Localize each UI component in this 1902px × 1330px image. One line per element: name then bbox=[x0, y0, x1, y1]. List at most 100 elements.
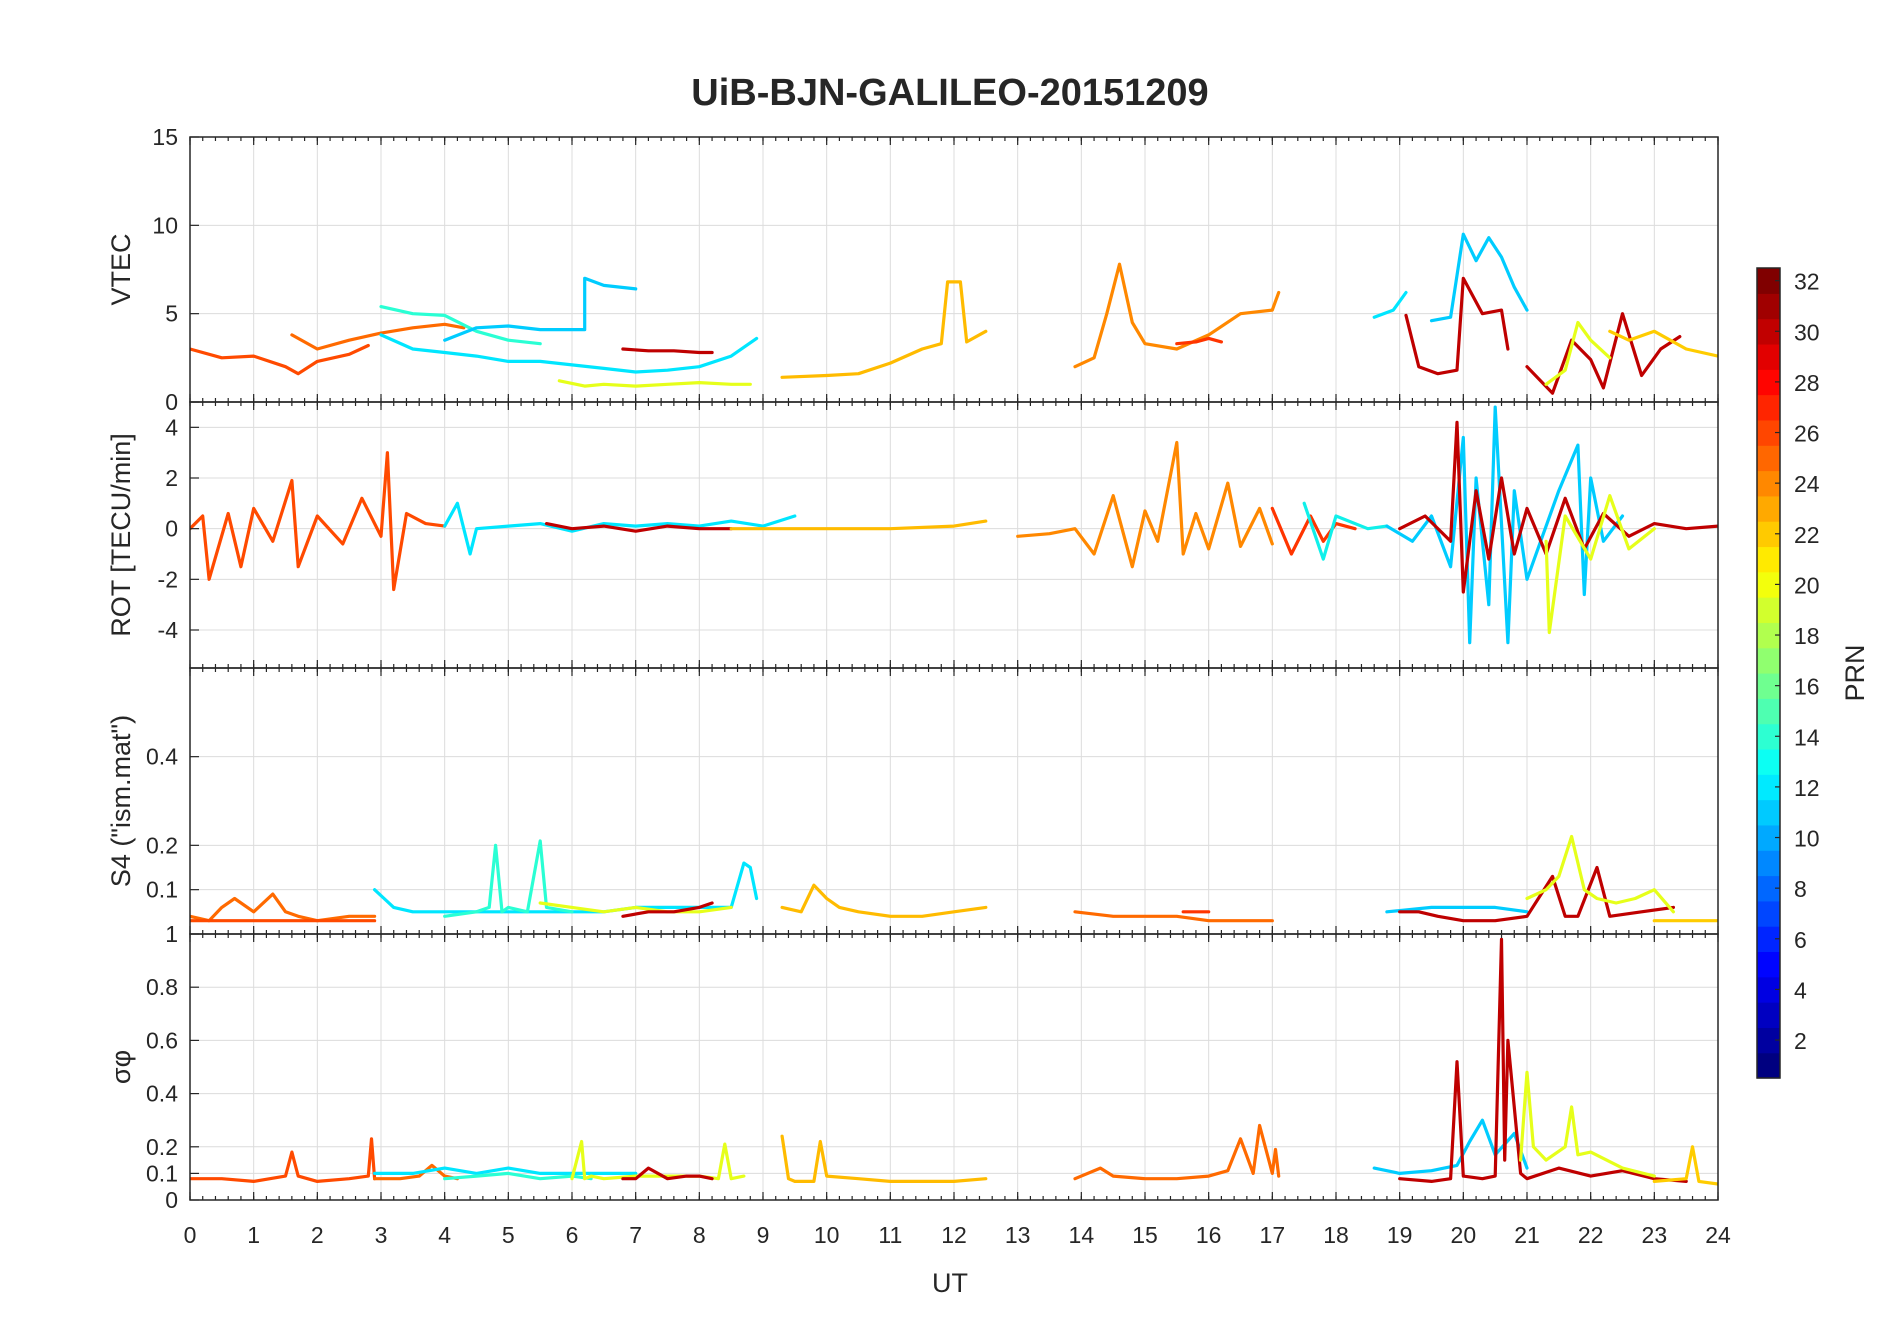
colorbar-tick-label: 4 bbox=[1794, 977, 1807, 1003]
y-tick-label: -4 bbox=[158, 617, 179, 643]
x-tick-label: 1 bbox=[247, 1222, 260, 1248]
series-prn-11 bbox=[1385, 405, 1625, 645]
colorbar-swatch bbox=[1757, 521, 1780, 548]
series-prn-21 bbox=[1608, 329, 1718, 358]
colorbar-swatch bbox=[1757, 495, 1780, 522]
colorbar-tick-label: 2 bbox=[1794, 1028, 1807, 1054]
colorbar-swatch bbox=[1757, 293, 1780, 320]
y-tick-label: 0 bbox=[165, 1187, 178, 1213]
y-tick-label: 0 bbox=[165, 516, 178, 542]
colorbar-tick-label: 12 bbox=[1794, 775, 1820, 801]
x-tick-label: 4 bbox=[438, 1222, 451, 1248]
colorbar-swatch bbox=[1757, 622, 1780, 649]
colorbar-tick-label: 30 bbox=[1794, 319, 1820, 345]
series-prn-12 bbox=[379, 333, 759, 374]
colorbar-swatch bbox=[1757, 419, 1780, 446]
series-prn-26 bbox=[1175, 336, 1224, 346]
colorbar-swatch bbox=[1757, 824, 1780, 851]
x-tick-label: 15 bbox=[1132, 1222, 1158, 1248]
x-tick-label: 18 bbox=[1323, 1222, 1349, 1248]
y-tick-label: 0.1 bbox=[146, 877, 178, 903]
series-prn-24 bbox=[290, 322, 466, 351]
series-prn-19 bbox=[570, 1139, 746, 1181]
y-tick-label: 0.1 bbox=[146, 1160, 178, 1186]
y-tick-label: -2 bbox=[158, 566, 178, 592]
series-prn-31 bbox=[621, 347, 714, 355]
panel-1: 0 5 10 15 VTEC bbox=[106, 124, 1719, 415]
x-tick-label: 3 bbox=[375, 1222, 388, 1248]
y-tick-label: 4 bbox=[165, 414, 178, 440]
series-prn-31 bbox=[544, 521, 733, 533]
colorbar-swatch bbox=[1757, 647, 1780, 674]
x-tick-label: 22 bbox=[1578, 1222, 1604, 1248]
y-tick-label: 10 bbox=[152, 212, 178, 238]
series-prn-11 bbox=[1372, 1118, 1529, 1176]
series-prn-21 bbox=[1652, 1145, 1718, 1186]
x-tick-label: 2 bbox=[311, 1222, 324, 1248]
series-prn-19 bbox=[1525, 834, 1676, 914]
series-prn-11 bbox=[1385, 905, 1529, 914]
colorbar-swatch bbox=[1757, 774, 1780, 801]
y-tick-label: 0.4 bbox=[146, 744, 178, 770]
colorbar-tick-label: 22 bbox=[1794, 522, 1820, 548]
series-prn-14 bbox=[443, 839, 574, 918]
x-tick-label: 9 bbox=[757, 1222, 770, 1248]
series-prn-24 bbox=[1073, 1123, 1281, 1181]
y-tick-label: 0.2 bbox=[146, 1134, 178, 1160]
series-group bbox=[190, 937, 1718, 1186]
x-axis-label: UT bbox=[932, 1268, 968, 1298]
series-prn-19 bbox=[538, 901, 733, 914]
x-tick-label: 21 bbox=[1514, 1222, 1540, 1248]
colorbar-swatch bbox=[1757, 546, 1780, 573]
y-tick-label: 5 bbox=[165, 301, 178, 327]
colorbar-swatch bbox=[1757, 1002, 1780, 1028]
y-tick-label: 0.4 bbox=[146, 1081, 178, 1107]
series-prn-31 bbox=[1398, 937, 1688, 1184]
colorbar-swatch bbox=[1757, 268, 1780, 294]
colorbar-swatch bbox=[1757, 926, 1780, 953]
x-tick-label: 14 bbox=[1069, 1222, 1095, 1248]
series-prn-31 bbox=[1398, 420, 1718, 594]
colorbar-swatch bbox=[1757, 394, 1780, 421]
series-prn-12 bbox=[373, 861, 759, 914]
series-group bbox=[190, 405, 1718, 645]
y-axis-label: VTEC bbox=[106, 233, 136, 305]
series-prn-14 bbox=[443, 1171, 593, 1181]
colorbar-swatch bbox=[1757, 748, 1780, 775]
colorbar-tick-label: 16 bbox=[1794, 674, 1820, 700]
colorbar-tick-label: 20 bbox=[1794, 572, 1820, 598]
x-tick-label: 24 bbox=[1705, 1222, 1731, 1248]
x-tick-label: 5 bbox=[502, 1222, 515, 1248]
series-prn-19 bbox=[557, 379, 752, 388]
series-prn-12 bbox=[1372, 290, 1408, 319]
series-prn-23 bbox=[1073, 262, 1281, 369]
y-tick-label: 0.2 bbox=[146, 832, 178, 858]
x-tick-label: 8 bbox=[693, 1222, 706, 1248]
y-tick-label: 2 bbox=[165, 465, 178, 491]
series-prn-31 bbox=[1404, 276, 1510, 376]
x-tick-label: 13 bbox=[1005, 1222, 1031, 1248]
colorbar-label: PRN bbox=[1840, 644, 1870, 701]
colorbar-swatch bbox=[1757, 369, 1780, 396]
y-tick-label: 0 bbox=[165, 389, 178, 415]
colorbar-tick-label: 8 bbox=[1794, 876, 1807, 902]
x-tick-label: 11 bbox=[878, 1222, 902, 1248]
colorbar-swatch bbox=[1757, 951, 1780, 978]
colorbar-swatch bbox=[1757, 799, 1780, 826]
series-prn-14 bbox=[379, 305, 542, 346]
series-prn-31 bbox=[1398, 865, 1676, 923]
series-prn-19 bbox=[1544, 494, 1656, 635]
colorbar-tick-label: 10 bbox=[1794, 826, 1820, 852]
x-tick-label: 17 bbox=[1260, 1222, 1286, 1248]
colorbar-swatch bbox=[1757, 900, 1780, 927]
chart-title: UiB-BJN-GALILEO-20151209 bbox=[691, 72, 1208, 114]
series-prn-31 bbox=[621, 1166, 714, 1181]
series-prn-13 bbox=[1302, 501, 1389, 561]
colorbar-swatch bbox=[1757, 1027, 1780, 1054]
colorbar-swatch bbox=[1757, 723, 1780, 750]
series-prn-26 bbox=[1270, 506, 1357, 556]
series-prn-25 bbox=[190, 343, 370, 376]
series-prn-11 bbox=[1429, 232, 1529, 323]
colorbar-swatch bbox=[1757, 571, 1780, 598]
